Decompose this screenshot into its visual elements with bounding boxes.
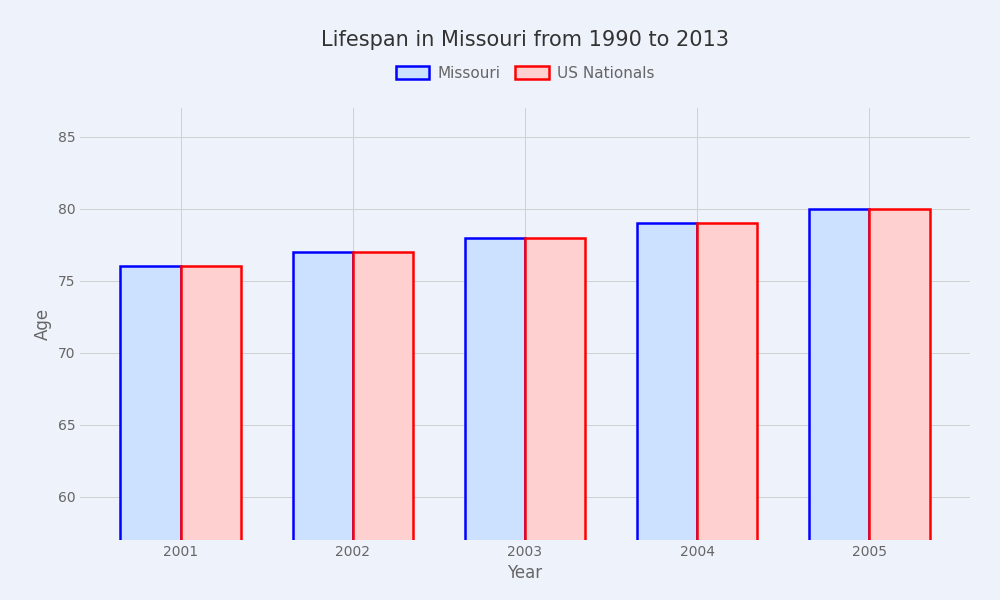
Bar — [525, 238, 585, 600]
Bar — [697, 223, 757, 600]
Bar — [120, 266, 181, 600]
Bar — [869, 209, 930, 600]
Title: Lifespan in Missouri from 1990 to 2013: Lifespan in Missouri from 1990 to 2013 — [321, 29, 729, 50]
Bar — [809, 209, 869, 600]
Bar — [181, 266, 241, 600]
X-axis label: Year: Year — [507, 565, 543, 583]
Bar — [353, 252, 413, 600]
Bar — [637, 223, 697, 600]
Bar — [465, 238, 525, 600]
Y-axis label: Age: Age — [34, 308, 52, 340]
Legend: Missouri, US Nationals: Missouri, US Nationals — [390, 59, 660, 87]
Bar — [293, 252, 353, 600]
